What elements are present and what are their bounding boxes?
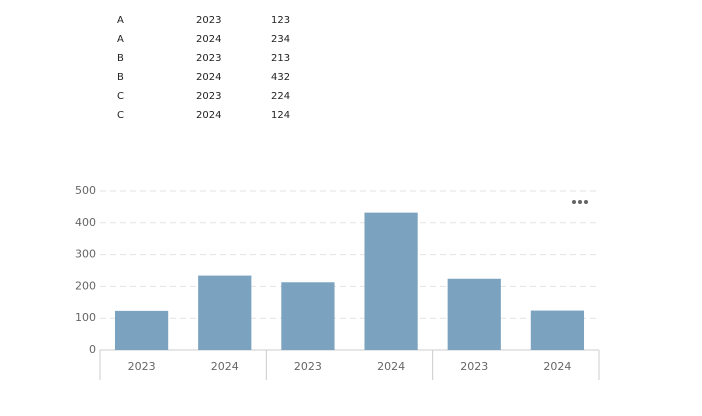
table-cell: 213 [271, 53, 290, 64]
x-tick-label: 2024 [543, 360, 571, 373]
table-cell: C [117, 110, 124, 121]
y-tick-label: 0 [89, 343, 96, 356]
table-cell: 2023 [196, 91, 221, 102]
bar [114, 310, 169, 350]
table-cell: 2023 [196, 15, 221, 26]
table-cell: 2024 [196, 72, 221, 83]
chart-menu[interactable] [572, 200, 588, 204]
y-tick-label: 400 [75, 216, 96, 229]
table-cell: C [117, 91, 124, 102]
menu-dot [584, 200, 588, 204]
table-cell: 234 [271, 34, 290, 45]
y-tick-label: 500 [75, 184, 96, 197]
table-cell: A [117, 15, 124, 26]
bar [281, 282, 335, 350]
bar [364, 212, 418, 350]
menu-dot [572, 200, 576, 204]
table-cell: B [117, 53, 124, 64]
table-cell: 123 [271, 15, 290, 26]
table-cell: 2024 [196, 110, 221, 121]
x-tick-label: 2023 [128, 360, 156, 373]
x-tick-label: 2024 [211, 360, 239, 373]
y-tick-label: 200 [75, 279, 96, 292]
y-tick-label: 300 [75, 248, 96, 261]
table-cell: B [117, 72, 124, 83]
bar [198, 275, 252, 350]
table-cell: 224 [271, 91, 290, 102]
table-cell: A [117, 34, 124, 45]
y-tick-label: 100 [75, 311, 96, 324]
table-cell: 124 [271, 110, 290, 121]
menu-dot [578, 200, 582, 204]
table-cell: 432 [271, 72, 290, 83]
x-tick-label: 2023 [294, 360, 322, 373]
x-tick-label: 2024 [377, 360, 405, 373]
data-table: A 2023 123 A 2024 234 B 2023 213 B 2024 432 C 2023 224… [117, 15, 290, 121]
table-cell: 2023 [196, 53, 221, 64]
bar [530, 310, 585, 350]
bar [447, 278, 501, 350]
chart: 0 100 200 300 400 500 2023 2024 2023 2024 2023 2024 [75, 184, 600, 380]
table-cell: 2024 [196, 34, 221, 45]
x-tick-label: 2023 [460, 360, 488, 373]
